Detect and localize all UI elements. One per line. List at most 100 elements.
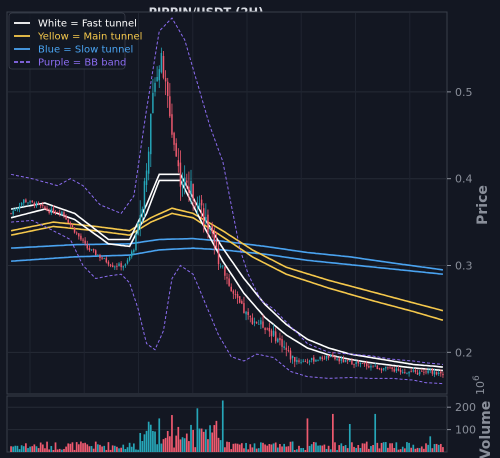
volume-bar [29,446,31,452]
candle-body [82,239,84,241]
candle-body [437,372,440,374]
volume-bar [224,447,226,452]
candle-body [302,360,304,362]
candle-body [128,256,131,261]
volume-bar [160,443,163,452]
candle-body [346,359,349,361]
volume-bar [65,446,67,452]
volume-bar [435,443,438,452]
candle-body [317,360,319,361]
volume-bar [298,445,300,452]
candle-body [226,277,228,279]
candle-body [86,244,89,249]
volume-bar [257,448,260,452]
volume-bar [52,449,55,452]
candle-body [44,206,46,209]
volume-axis-title: Volume [478,401,494,458]
volume-bar [147,421,150,452]
candle-body [277,338,279,342]
candle-body [35,202,38,207]
candle-body [285,347,288,350]
volume-bar [215,420,218,452]
candle-body [56,212,59,213]
volume-bar [308,445,311,452]
volume-bar [433,444,436,452]
candle-body [308,360,311,362]
candle-body [190,180,192,195]
candle-body [245,311,247,315]
volume-bar [427,444,429,452]
volume-bar [152,430,154,452]
candle-body [33,202,36,206]
volume-bar [44,448,46,452]
volume-bar [387,447,389,452]
volume-bar [274,442,277,452]
candle-body [120,263,122,268]
volume-grid [8,406,446,431]
volume-bar [384,442,387,452]
volume-bar [179,439,182,452]
candle-body [361,363,364,365]
candle-body [200,199,203,206]
volume-bar [116,446,118,452]
candle-body [71,225,74,227]
candle-body [37,202,40,205]
candle-body [272,330,275,336]
volume-bar [363,443,366,452]
candle-body [63,212,65,216]
candle-body [349,360,351,362]
candle-body [213,231,216,243]
volume-bar [69,443,72,452]
volume-bar [240,443,243,452]
volume-bar [357,444,360,452]
candle-body [46,208,48,211]
volume-bar [416,447,419,452]
candle-body [319,356,321,360]
volume-bar [289,441,292,452]
volume-bar [156,444,158,452]
candle-body [219,265,222,267]
price-tick-label: 0.5 [455,86,473,99]
candle-body [166,81,169,96]
candle-body [205,216,207,222]
volume-bar [232,443,235,452]
candle-body [20,202,23,206]
volume-bar [234,443,237,452]
volume-bar [251,447,254,452]
volume-scale-base: 10 [474,381,487,395]
volume-bar [342,446,345,452]
volume-bar [162,439,165,452]
candle-body [338,358,340,362]
volume-bar [391,443,393,452]
volume-bar [429,436,432,452]
candle-body [374,365,376,367]
volume-bar [389,443,391,452]
volume-bar [219,440,222,452]
volume-bar [378,448,381,452]
candle-body [294,357,296,362]
candle-body [192,183,194,200]
candle-body [118,263,120,267]
volume-bar [260,442,262,452]
volume-bar [209,425,211,452]
volume-bar [236,443,239,452]
volume-bar [380,442,383,452]
candle-body [342,359,345,363]
volume-bar [372,444,374,452]
candle-body [145,170,148,185]
volume-bar [192,429,194,452]
candle-body [313,357,315,362]
candle-body [387,367,389,369]
candle-body [162,55,165,78]
fast-band-upper [10,173,443,368]
volume-bar [200,428,203,452]
price-tick-label: 0.4 [455,173,473,186]
volume-bar [12,446,15,452]
legend-box [8,12,126,70]
candle-body [177,160,180,167]
volume-tick-label: 100 [455,424,476,437]
candle-body [431,369,434,374]
volume-bar [171,415,173,452]
candle-body [351,360,353,365]
